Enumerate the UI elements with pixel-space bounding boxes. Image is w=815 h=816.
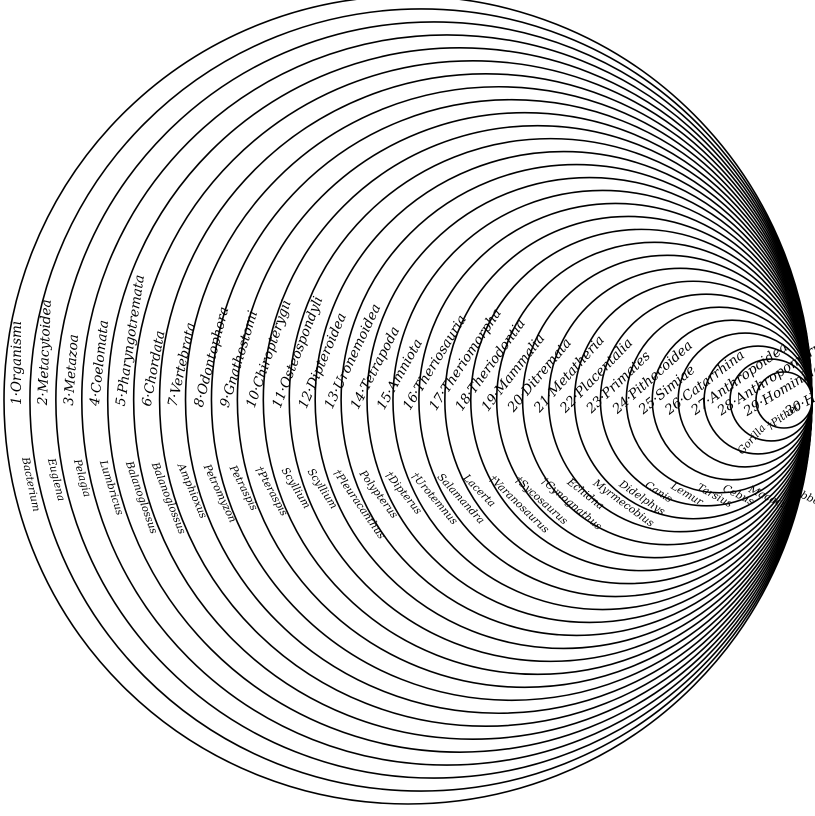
group-label-1: 1·Organismi [9, 321, 25, 405]
group-label-6: 6·Chordata [139, 329, 169, 407]
group-label-3: 3·Metazoa [61, 334, 82, 406]
circle-30 [755, 371, 813, 429]
group-label-2: 2·Metacytoidea [35, 299, 55, 406]
example-genus-4: Lumbricus [97, 458, 126, 517]
